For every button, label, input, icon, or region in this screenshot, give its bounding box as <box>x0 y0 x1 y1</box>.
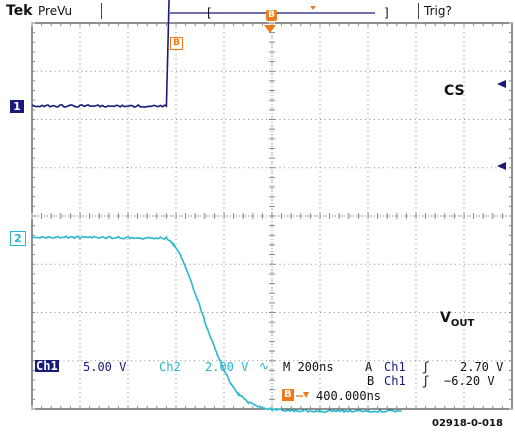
vout-label: VOUT <box>440 311 474 325</box>
vout-label-sub: OUT <box>451 318 474 329</box>
ch2-scale: 2.00 V <box>205 361 248 373</box>
delay-icon: B <box>282 389 294 401</box>
delay-icon-letter: B <box>284 389 292 400</box>
ch2-readout-tag: Ch2 <box>159 361 181 373</box>
trig-b-label: B <box>367 375 374 387</box>
trig-a-level: 2.70 V <box>460 361 503 373</box>
ch1-ground-marker: 1 <box>10 100 24 113</box>
timebase: M 200ns <box>283 361 334 373</box>
ch2-coupling-icon: ∿ <box>259 360 269 372</box>
delay-value: 400.000ns <box>316 390 381 402</box>
ch1-scale: 5.00 V <box>83 361 126 373</box>
trig-b-channel: Ch1 <box>384 375 406 387</box>
vout-label-main: V <box>440 310 451 326</box>
ch1-readout-tag: Ch1 <box>35 360 59 372</box>
trig-a-channel: Ch1 <box>384 361 406 373</box>
vout-trace <box>32 236 402 412</box>
trig-a-label: A <box>365 361 372 373</box>
trig-b-level: −6.20 V <box>444 375 495 387</box>
figure-code: 02918-0-018 <box>432 419 503 429</box>
cs-trace <box>32 0 403 107</box>
ch2-ground-marker: 2 <box>10 231 26 246</box>
delay-arrow-icon <box>295 390 313 402</box>
graticule <box>32 23 512 409</box>
traces <box>32 0 403 412</box>
ch1-ref-arrow-icon <box>497 80 506 88</box>
trig-a-slope-icon: ʃ <box>422 361 429 373</box>
ch2-ref-arrow-icon <box>497 162 506 170</box>
trigger-pointer-icon <box>264 25 276 33</box>
cs-label: CS <box>444 84 465 98</box>
trig-b-slope-icon: ʃ <box>422 375 429 387</box>
trigger-point-marker: B <box>170 37 183 50</box>
